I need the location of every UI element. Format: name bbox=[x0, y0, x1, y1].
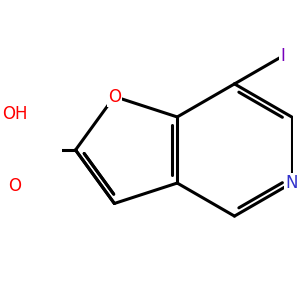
Text: OH: OH bbox=[2, 105, 28, 123]
Text: O: O bbox=[8, 177, 21, 195]
Text: O: O bbox=[108, 88, 121, 106]
Text: I: I bbox=[281, 47, 286, 65]
Text: N: N bbox=[286, 174, 298, 192]
